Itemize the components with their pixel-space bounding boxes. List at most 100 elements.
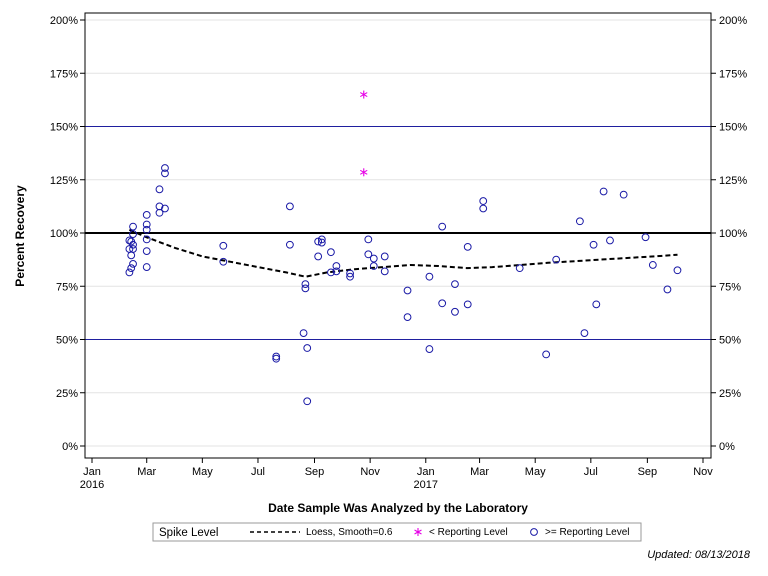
circle-point: [438, 299, 447, 308]
circle-point: [403, 286, 412, 295]
circle-point: [619, 190, 628, 199]
circle-point: [301, 284, 310, 293]
x-tick-year-label: 2017: [414, 479, 438, 491]
legend-item-loess: Loess, Smooth=0.6: [306, 527, 393, 538]
circle-point: [161, 169, 169, 178]
circle-point: [129, 240, 137, 249]
circle-point: [438, 222, 447, 231]
circle-point: [663, 285, 672, 294]
circle-point: [648, 261, 657, 269]
circle-point: [425, 345, 434, 353]
circle-point: [589, 240, 598, 249]
circle-point: [606, 236, 614, 245]
circle-point: [125, 268, 134, 277]
circle-point: [364, 235, 373, 244]
circle-point: [142, 263, 151, 271]
y-tick-label: 175%: [50, 68, 78, 80]
reference-lines: [85, 126, 711, 340]
x-tick-label: May: [192, 466, 213, 478]
data-points: [125, 90, 682, 406]
circle-point: [403, 313, 412, 322]
legend-item-spike-level: Spike Level: [159, 527, 218, 539]
circle-point: [142, 235, 151, 244]
y-tick-label: 25%: [719, 388, 741, 400]
circle-point: [314, 252, 323, 261]
y-axis-right: 0% 25% 50% 75% 100% 125% 150% 175% 200%: [711, 15, 747, 453]
y-tick-label: 0%: [62, 441, 78, 453]
circle-point: [127, 251, 136, 260]
y-tick-label: 150%: [50, 122, 78, 134]
x-tick-label: Nov: [693, 466, 713, 478]
x-tick-label: Jul: [584, 466, 598, 478]
circle-point: [479, 204, 488, 213]
circle-point: [641, 233, 650, 242]
circle-point: [317, 235, 326, 244]
circle-point: [129, 245, 137, 253]
x-tick-label: May: [525, 466, 546, 478]
circle-point: [592, 300, 601, 309]
circle-point: [451, 280, 459, 289]
y-tick-label: 0%: [719, 441, 735, 453]
circle-point: [272, 354, 281, 363]
y-tick-label: 125%: [50, 175, 78, 187]
circle-point: [272, 352, 281, 361]
y-tick-label: 150%: [719, 122, 747, 134]
circle-point: [515, 264, 524, 273]
y-tick-label: 75%: [719, 281, 741, 293]
circle-point: [673, 266, 682, 275]
circle-point: [332, 262, 341, 270]
circle-point: [451, 307, 459, 316]
circle-point: [346, 272, 354, 281]
circle-point: [552, 255, 561, 264]
asterisk-point: [414, 528, 422, 536]
legend: Spike Level Loess, Smooth=0.6 < Reporting …: [152, 522, 642, 542]
circle-point: [129, 230, 137, 238]
x-tick-label: Jul: [251, 466, 265, 478]
x-tick-label: Nov: [360, 466, 380, 478]
circle-point: [161, 164, 169, 172]
circle-point: [575, 217, 584, 226]
x-tick-label: Jan: [83, 466, 101, 478]
updated-date: Updated: 08/13/2018: [647, 549, 750, 561]
legend-item-above-reporting: >= Reporting Level: [545, 527, 630, 538]
circle-point: [380, 252, 389, 261]
circle-point: [369, 262, 378, 270]
circle-point: [142, 225, 151, 234]
x-tick-year-label: 2016: [80, 479, 104, 491]
y-tick-label: 100%: [719, 228, 747, 240]
y-axis-left: 0% 25% 50% 75% 100% 125% 150% 175% 200%: [50, 15, 85, 453]
asterisk-point: [360, 90, 368, 99]
circle-point: [303, 397, 312, 406]
circle-point: [129, 222, 137, 231]
loess-curve: [129, 228, 678, 278]
y-tick-label: 175%: [719, 68, 747, 80]
y-tick-label: 200%: [719, 15, 747, 27]
plot-frame: [84, 12, 712, 459]
circle-point: [303, 344, 312, 352]
x-tick-label: Sep: [305, 466, 325, 478]
circle-point: [463, 242, 472, 251]
y-tick-label: 50%: [56, 335, 78, 347]
circle-point: [369, 254, 378, 263]
x-axis-title: Date Sample Was Analyzed by the Laborato…: [268, 501, 528, 515]
circle-point: [155, 185, 164, 194]
x-tick-label: Mar: [470, 466, 489, 478]
circle-point: [327, 268, 335, 277]
circle-point: [219, 257, 228, 266]
x-tick-label: Mar: [137, 466, 156, 478]
loess-line: [129, 228, 678, 278]
y-tick-label: 125%: [719, 175, 747, 187]
circle-point: [161, 204, 169, 213]
circle-point: [142, 210, 151, 219]
circle-point: [127, 264, 136, 273]
circle-point: [301, 280, 310, 289]
y-tick-label: 200%: [50, 15, 78, 27]
circle-point: [479, 197, 488, 205]
circle-point: [364, 250, 373, 259]
circle-point: [129, 259, 137, 268]
circle-point: [219, 241, 228, 250]
asterisk-point: [360, 168, 368, 177]
circle-point: [332, 267, 341, 276]
